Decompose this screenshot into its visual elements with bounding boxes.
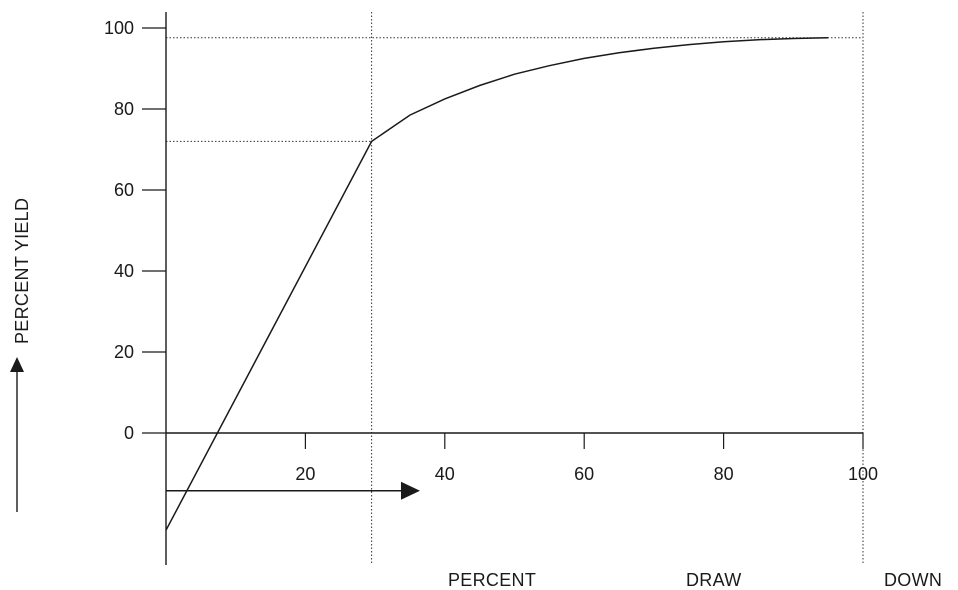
x-axis-title-word-2: DRAW [686, 570, 742, 590]
y-arrow-head [10, 357, 24, 372]
series-group [165, 36, 829, 531]
y-tick-label: 20 [114, 342, 134, 362]
x-tick-label: 80 [714, 464, 734, 484]
y-tick-label: 60 [114, 180, 134, 200]
y-tick-label: 0 [124, 423, 134, 443]
tick-marks [142, 27, 864, 449]
axes [165, 12, 863, 565]
x-tick-label: 100 [848, 464, 878, 484]
series-line-1 [165, 36, 829, 531]
reference-lines [166, 12, 864, 565]
y-tick-label: 40 [114, 261, 134, 281]
x-tick-label: 20 [295, 464, 315, 484]
axis-titles: PERCENT DRAW DOWN PERCENT YIELD [12, 198, 942, 590]
y-axis-title: PERCENT YIELD [12, 198, 32, 344]
x-tick-label: 60 [574, 464, 594, 484]
y-tick-label: 100 [104, 18, 134, 38]
x-tick-label: 40 [435, 464, 455, 484]
x-axis-title-word-1: PERCENT [448, 570, 536, 590]
tick-labels: 0 20 40 60 80 100 20 40 60 80 100 [104, 18, 878, 484]
x-arrow-head [400, 481, 420, 500]
x-axis-title-word-3: DOWN [884, 570, 942, 590]
y-tick-label: 80 [114, 99, 134, 119]
arrows [10, 357, 420, 512]
